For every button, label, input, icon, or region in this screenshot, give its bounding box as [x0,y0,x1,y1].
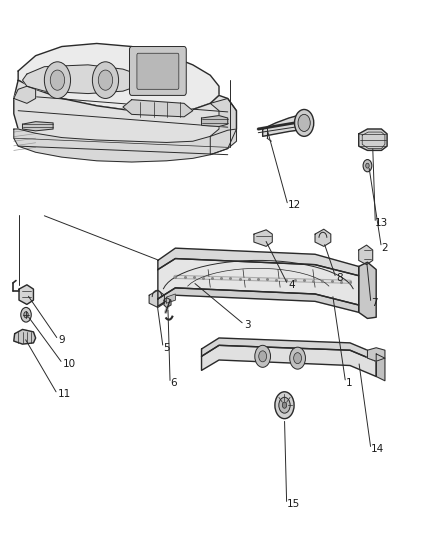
Polygon shape [254,230,272,246]
FancyBboxPatch shape [137,53,179,90]
Polygon shape [367,348,385,361]
Polygon shape [22,65,141,94]
Polygon shape [166,294,175,303]
FancyBboxPatch shape [130,46,186,95]
Polygon shape [158,248,359,276]
Circle shape [279,397,290,413]
Polygon shape [201,116,228,126]
Circle shape [21,308,31,322]
Polygon shape [14,329,35,344]
Circle shape [298,115,310,132]
Polygon shape [210,99,237,155]
Circle shape [293,353,301,364]
Text: 9: 9 [58,335,65,345]
Polygon shape [376,354,385,381]
Polygon shape [22,122,53,131]
Circle shape [283,402,287,408]
Text: 13: 13 [375,218,389,228]
Circle shape [92,62,119,99]
Text: 5: 5 [163,343,170,353]
Polygon shape [158,288,359,312]
Text: 8: 8 [336,273,343,283]
Polygon shape [164,297,171,308]
Polygon shape [359,262,376,318]
Text: 1: 1 [346,377,352,387]
Circle shape [44,62,71,99]
Text: 4: 4 [288,280,295,290]
Polygon shape [14,86,35,103]
Circle shape [98,70,113,90]
Text: 7: 7 [371,298,378,308]
Circle shape [366,163,369,168]
Polygon shape [201,338,376,361]
Polygon shape [19,285,33,304]
Polygon shape [359,245,373,265]
Polygon shape [263,116,311,136]
Polygon shape [359,129,387,150]
Circle shape [363,159,372,172]
Text: 11: 11 [57,389,71,399]
Polygon shape [14,80,237,155]
Polygon shape [158,259,359,305]
Polygon shape [315,229,331,246]
Polygon shape [201,345,376,376]
Polygon shape [14,129,237,162]
Text: 14: 14 [371,444,384,454]
Circle shape [294,109,314,136]
Text: 12: 12 [288,200,301,211]
Text: 2: 2 [381,243,388,253]
Polygon shape [18,44,219,112]
Circle shape [24,312,28,318]
Text: 15: 15 [287,499,300,509]
Circle shape [275,392,294,418]
Circle shape [259,351,267,362]
Text: 10: 10 [63,359,76,369]
Polygon shape [149,290,164,308]
Circle shape [290,347,305,369]
Circle shape [50,70,65,90]
Circle shape [255,345,271,367]
Text: 3: 3 [244,320,251,329]
Text: 6: 6 [170,378,177,388]
Polygon shape [123,100,193,117]
